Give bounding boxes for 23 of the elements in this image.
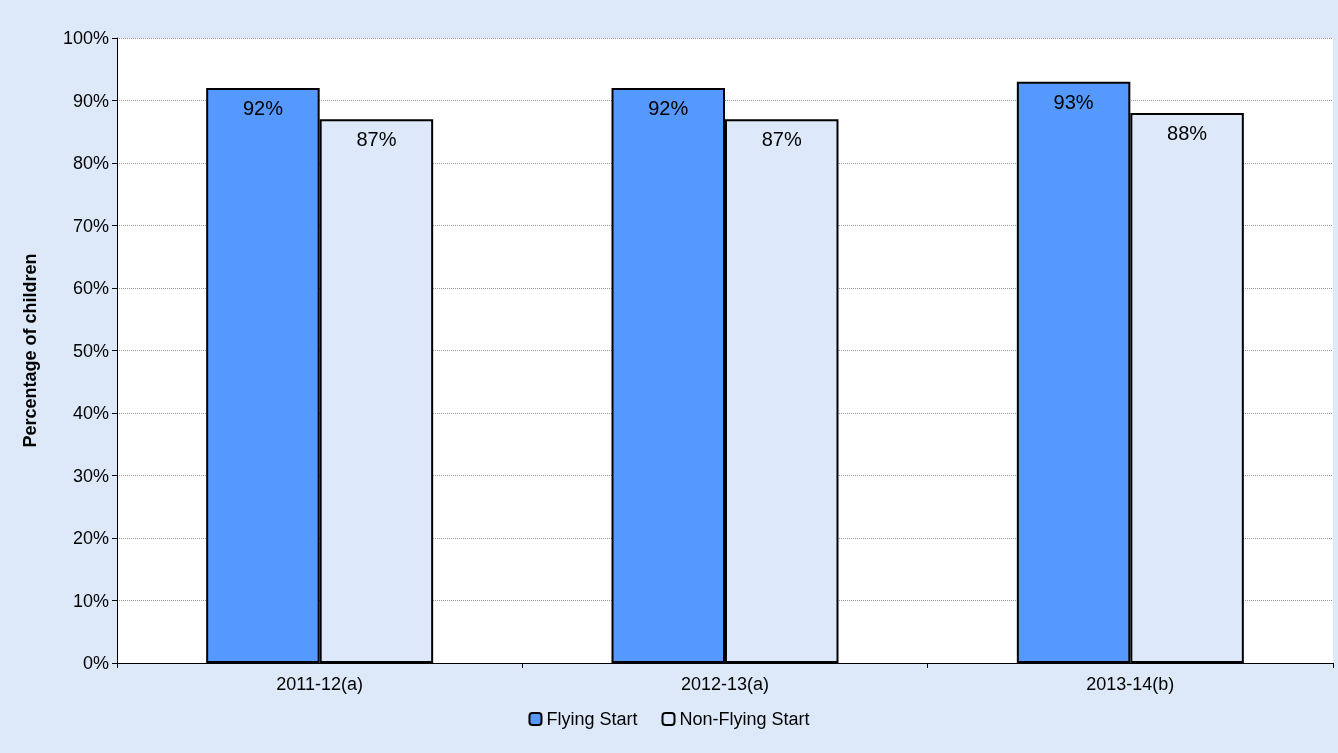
data-label: 92% [648, 97, 689, 119]
x-tick-label: 2013-14(b) [1086, 674, 1175, 694]
y-tick-label: 10% [72, 590, 109, 611]
y-axis-title: Percentage of children [20, 253, 40, 448]
y-tick-label: 70% [72, 215, 109, 236]
y-tick-label: 20% [72, 528, 109, 548]
data-label: 87% [356, 128, 397, 151]
y-tick-label: 40% [72, 403, 109, 423]
y-tick-label: 0% [82, 653, 109, 673]
legend-label: Non-Flying Start [679, 709, 810, 729]
y-tick-label: 80% [72, 153, 109, 173]
data-label: 92% [242, 97, 284, 119]
legend-label: Flying Start [546, 709, 638, 729]
y-tick-label: 100% [62, 28, 109, 48]
data-label: 93% [1053, 90, 1094, 113]
x-tick-label: 2011-12(a) [276, 674, 364, 694]
y-tick-label: 60% [72, 278, 109, 298]
data-label: 88% [1167, 122, 1208, 144]
x-tick-label: 2012-13(a) [680, 674, 770, 694]
y-tick-label: 90% [72, 90, 109, 111]
y-tick-label: 50% [72, 340, 109, 361]
data-label: 87% [761, 128, 802, 151]
y-tick-label: 30% [72, 465, 109, 486]
